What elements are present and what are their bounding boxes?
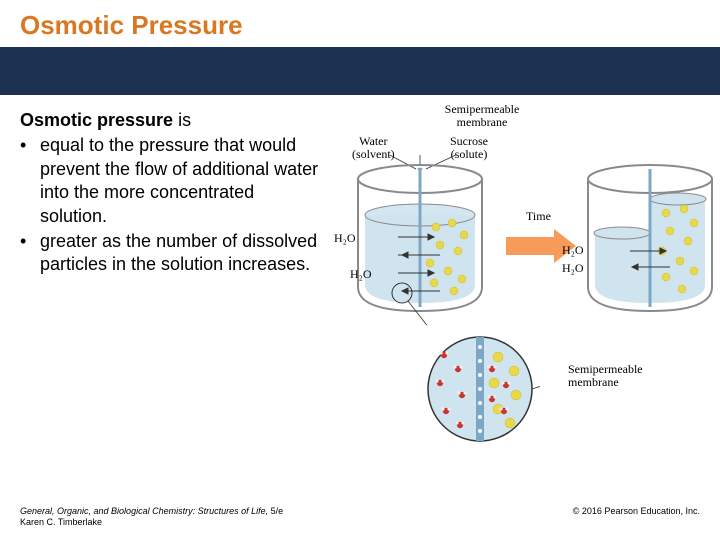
bullet-item: •greater as the number of dissolved part… (20, 230, 320, 277)
beaker-left (340, 155, 480, 305)
bullet-list: •equal to the pressure that would preven… (20, 134, 320, 276)
h2o-label-2: H₂O (350, 267, 372, 282)
page-title: Osmotic Pressure (20, 10, 700, 41)
footer-copyright: © 2016 Pearson Education, Inc. (573, 506, 700, 528)
membrane-zoom-label: Semipermeable membrane (568, 363, 668, 388)
footer: General, Organic, and Biological Chemist… (20, 506, 700, 528)
bullet-dot: • (20, 134, 40, 228)
footer-left: General, Organic, and Biological Chemist… (20, 506, 283, 528)
lead-line: Osmotic pressure is (20, 109, 320, 132)
footer-author: Karen C. Timberlake (20, 517, 102, 527)
beaker-right (570, 155, 710, 305)
bullet-text: equal to the pressure that would prevent… (40, 134, 320, 228)
figure: Semipermeable membrane Water (solvent) S… (320, 109, 700, 449)
bullet-dot: • (20, 230, 40, 277)
h2o-label-4: H₂O (562, 261, 584, 276)
time-label: Time (526, 209, 551, 224)
lead-rest: is (173, 110, 191, 130)
bullet-item: •equal to the pressure that would preven… (20, 134, 320, 228)
bullet-text: greater as the number of dissolved parti… (40, 230, 320, 277)
h2o-label-1: H₂O (334, 231, 356, 246)
lead-bold: Osmotic pressure (20, 110, 173, 130)
membrane-top-label: Semipermeable membrane (432, 103, 532, 128)
header-band (0, 47, 720, 95)
body-text: Osmotic pressure is •equal to the pressu… (20, 109, 320, 449)
footer-book: General, Organic, and Biological Chemist… (20, 506, 268, 516)
h2o-label-3: H₂O (562, 243, 584, 258)
footer-edition: 5/e (268, 506, 283, 516)
zoom-circle (420, 329, 540, 454)
